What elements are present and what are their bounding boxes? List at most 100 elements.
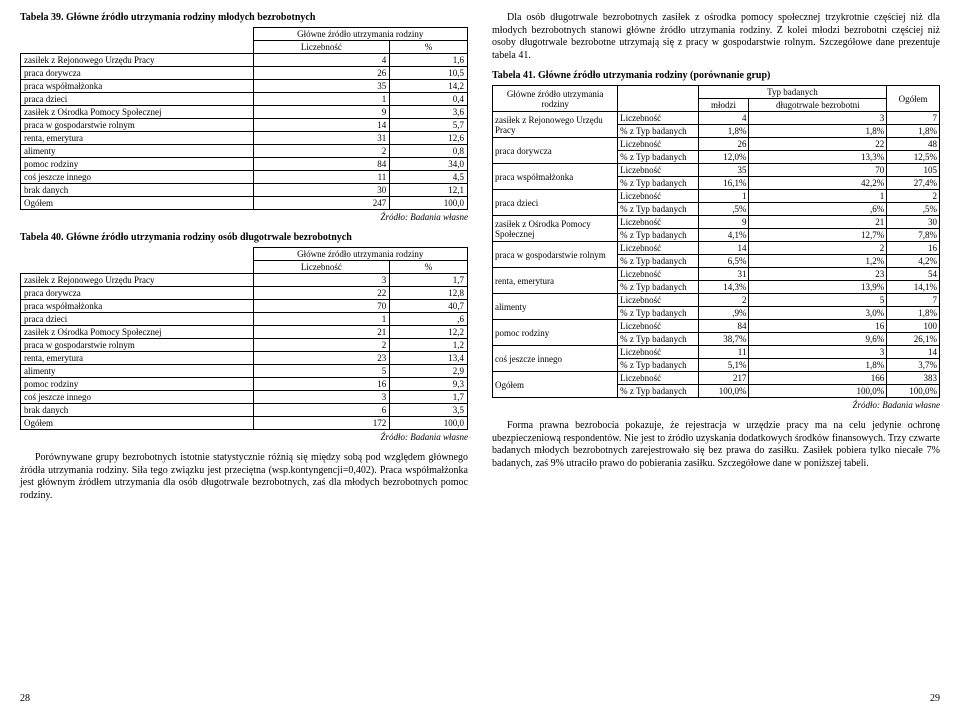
- cell-pct: 14,1%: [887, 281, 940, 294]
- cell-count: 7: [887, 294, 940, 307]
- table-39: Główne źródło utrzymania rodziny Liczebn…: [20, 27, 468, 210]
- cell-pct: 27,4%: [887, 177, 940, 190]
- row-type-count: Liczebność: [618, 346, 698, 359]
- cell-pct: 1,8%: [749, 359, 887, 372]
- row-pct: 100,0: [390, 197, 468, 210]
- row-count: 2: [253, 145, 390, 158]
- table-row: pomoc rodzinyLiczebność8416100: [493, 320, 940, 333]
- row-count: 21: [253, 326, 390, 339]
- cell-count: 383: [887, 372, 940, 385]
- row-count: 26: [253, 67, 390, 80]
- cell-pct: 7,8%: [887, 229, 940, 242]
- table-row: Ogółem247100,0: [21, 197, 468, 210]
- cell-count: 84: [698, 320, 749, 333]
- cell-count: 100: [887, 320, 940, 333]
- cell-pct: 3,7%: [887, 359, 940, 372]
- table-row: praca dorywcza2610,5: [21, 67, 468, 80]
- table-41-caption: Tabela 41. Główne źródło utrzymania rodz…: [492, 70, 940, 81]
- row-pct: 1,7: [390, 391, 468, 404]
- cell-pct: 1,8%: [887, 307, 940, 320]
- row-label: Ogółem: [21, 197, 254, 210]
- row-label: coś jeszcze innego: [21, 171, 254, 184]
- row-pct: 0,4: [390, 93, 468, 106]
- group-label: coś jeszcze innego: [493, 346, 618, 372]
- table-row: zasiłek z Ośrodka Pomocy Społecznej93,6: [21, 106, 468, 119]
- cell-count: 2: [887, 190, 940, 203]
- row-pct: 34,0: [390, 158, 468, 171]
- table-row: pomoc rodziny169,3: [21, 378, 468, 391]
- row-type-count: Liczebność: [618, 268, 698, 281]
- table-39-header-count: Liczebność: [253, 41, 390, 54]
- cell-pct: 12,0%: [698, 151, 749, 164]
- cell-count: 14: [698, 242, 749, 255]
- table-row: brak danych63,5: [21, 404, 468, 417]
- row-count: 1: [253, 93, 390, 106]
- cell-count: 3: [749, 112, 887, 125]
- cell-count: 4: [698, 112, 749, 125]
- row-label: zasiłek z Ośrodka Pomocy Społecznej: [21, 326, 254, 339]
- group-label: praca współmałżonka: [493, 164, 618, 190]
- page-number-right: 29: [930, 693, 940, 704]
- table-39-caption: Tabela 39. Główne źródło utrzymania rodz…: [20, 12, 468, 23]
- row-type-pct: % z Typ badanych: [618, 177, 698, 190]
- cell-pct: 26,1%: [887, 333, 940, 346]
- cell-count: 31: [698, 268, 749, 281]
- cell-count: 22: [749, 138, 887, 151]
- row-label: praca w gospodarstwie rolnym: [21, 339, 254, 352]
- cell-pct: 38,7%: [698, 333, 749, 346]
- cell-pct: 16,1%: [698, 177, 749, 190]
- cell-count: 5: [749, 294, 887, 307]
- table-39-source: Źródło: Badania własne: [20, 212, 468, 222]
- cell-count: 7: [887, 112, 940, 125]
- row-type-pct: % z Typ badanych: [618, 281, 698, 294]
- table-40-caption: Tabela 40. Główne źródło utrzymania rodz…: [20, 232, 468, 243]
- cell-pct: 100,0%: [749, 385, 887, 398]
- row-count: 23: [253, 352, 390, 365]
- row-type-pct: % z Typ badanych: [618, 255, 698, 268]
- table-row: alimenty52,9: [21, 365, 468, 378]
- cell-count: 16: [887, 242, 940, 255]
- table-row: zasiłek z Rejonowego Urzędu Pracy31,7: [21, 274, 468, 287]
- table-row: coś jeszcze innego31,7: [21, 391, 468, 404]
- cell-count: 14: [887, 346, 940, 359]
- row-pct: 2,9: [390, 365, 468, 378]
- cell-pct: 1,8%: [887, 125, 940, 138]
- row-label: alimenty: [21, 365, 254, 378]
- cell-pct: ,6%: [749, 203, 887, 216]
- row-label: praca w gospodarstwie rolnym: [21, 119, 254, 132]
- row-label: renta, emerytura: [21, 132, 254, 145]
- table-row: zasiłek z Rejonowego Urzędu Pracy41,6: [21, 54, 468, 67]
- row-pct: 12,6: [390, 132, 468, 145]
- row-label: praca dzieci: [21, 93, 254, 106]
- cell-pct: 1,2%: [749, 255, 887, 268]
- row-count: 5: [253, 365, 390, 378]
- cell-count: 1: [698, 190, 749, 203]
- table-40-section: Tabela 40. Główne źródło utrzymania rodz…: [20, 232, 468, 442]
- table-41-section: Tabela 41. Główne źródło utrzymania rodz…: [492, 70, 940, 410]
- cell-count: 70: [749, 164, 887, 177]
- cell-pct: 12,5%: [887, 151, 940, 164]
- right-page: Dla osób długotrwale bezrobotnych zasiłe…: [492, 12, 940, 700]
- left-paragraph: Porównywane grupy bezrobotnych istotnie …: [20, 452, 468, 502]
- table-row: praca dorywcza2212,8: [21, 287, 468, 300]
- table-39-header-pct: %: [390, 41, 468, 54]
- cell-count: 16: [749, 320, 887, 333]
- table-row: praca w gospodarstwie rolnym21,2: [21, 339, 468, 352]
- cell-pct: 13,3%: [749, 151, 887, 164]
- row-count: 11: [253, 171, 390, 184]
- row-type-pct: % z Typ badanych: [618, 125, 698, 138]
- cell-count: 2: [698, 294, 749, 307]
- row-pct: 1,7: [390, 274, 468, 287]
- table-41-header-left: Główne źródło utrzymania rodziny: [493, 86, 618, 112]
- row-type-count: Liczebność: [618, 164, 698, 177]
- table-40-header-pct: %: [390, 261, 468, 274]
- row-pct: 0,8: [390, 145, 468, 158]
- table-row: praca dzieci10,4: [21, 93, 468, 106]
- right-paragraph-1: Dla osób długotrwale bezrobotnych zasiłe…: [492, 12, 940, 62]
- cell-pct: 6,5%: [698, 255, 749, 268]
- row-count: 9: [253, 106, 390, 119]
- cell-pct: 1,8%: [698, 125, 749, 138]
- table-41-source: Źródło: Badania własne: [492, 400, 940, 410]
- row-count: 2: [253, 339, 390, 352]
- row-pct: 1,2: [390, 339, 468, 352]
